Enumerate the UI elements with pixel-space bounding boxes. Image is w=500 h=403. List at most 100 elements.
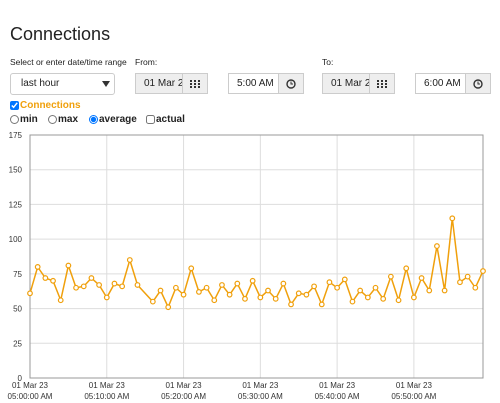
calendar-icon <box>190 79 200 88</box>
series-checkbox[interactable] <box>10 101 19 110</box>
mode-option[interactable]: min <box>10 114 38 125</box>
data-point <box>226 291 233 298</box>
y-tick-label: 125 <box>9 200 23 209</box>
data-point <box>80 283 87 290</box>
from-time[interactable]: 5:00 AM <box>228 73 279 94</box>
from-date[interactable]: 01 Mar 2 <box>135 73 183 94</box>
x-tick-label: 05:30:00 AM <box>238 392 283 401</box>
data-point <box>119 283 126 290</box>
mode-option[interactable]: actual <box>146 114 185 125</box>
mode-input[interactable] <box>10 115 19 124</box>
data-point <box>472 284 479 291</box>
data-point <box>134 282 141 288</box>
to-calendar-button[interactable] <box>369 73 395 94</box>
data-point <box>318 301 325 308</box>
data-point <box>96 282 103 288</box>
data-point <box>434 243 440 249</box>
data-point <box>295 290 302 297</box>
data-point <box>341 276 348 283</box>
data-point <box>219 282 225 288</box>
data-point <box>180 291 187 298</box>
mode-input[interactable] <box>146 115 155 124</box>
data-point <box>188 265 195 272</box>
to-label: To: <box>322 57 334 67</box>
data-point <box>57 297 64 304</box>
data-point <box>257 294 264 301</box>
data-point <box>395 297 402 304</box>
data-point <box>203 284 210 291</box>
y-tick-label: 100 <box>9 235 23 244</box>
data-point <box>172 284 179 291</box>
data-point <box>88 275 95 281</box>
y-tick-label: 50 <box>13 305 22 314</box>
data-point <box>242 295 248 302</box>
data-point <box>50 277 56 284</box>
data-point <box>334 284 341 291</box>
series-toggle-label: Connections <box>20 100 81 111</box>
chart: 0 25 50 75 100 125 150 175 01 Mar 23 05:00:00 AM 0… <box>8 131 486 401</box>
to-time[interactable]: 6:00 AM <box>415 73 466 94</box>
mode-label: min <box>20 114 38 125</box>
data-point <box>265 287 271 294</box>
data-point <box>303 291 310 298</box>
to-date[interactable]: 01 Mar 2 <box>322 73 370 94</box>
series-toggle[interactable]: Connections <box>10 100 81 111</box>
data-point <box>380 295 387 302</box>
data-point <box>426 287 433 294</box>
y-tick-label: 75 <box>13 270 22 279</box>
mode-input[interactable] <box>48 115 57 124</box>
data-point <box>272 295 279 302</box>
y-tick-label: 150 <box>9 166 23 175</box>
data-point <box>349 298 356 305</box>
from-time-value: 5:00 AM <box>237 78 274 89</box>
range-value: last hour <box>21 78 60 89</box>
to-clock-button[interactable] <box>465 73 491 94</box>
data-point <box>234 280 241 287</box>
mode-option[interactable]: max <box>48 114 78 125</box>
data-point <box>464 273 471 280</box>
x-tick-label: 01 Mar 23 <box>166 381 203 390</box>
mode-input[interactable] <box>89 115 98 124</box>
from-label: From: <box>135 57 158 67</box>
mode-option[interactable]: average <box>89 114 137 125</box>
from-clock-button[interactable] <box>278 73 304 94</box>
data-point <box>410 294 417 301</box>
data-point <box>65 262 72 269</box>
data-point <box>73 284 79 291</box>
data-point <box>441 287 448 294</box>
data-point <box>42 275 49 281</box>
range-select[interactable]: last hour <box>10 73 115 95</box>
data-point <box>280 280 287 287</box>
mode-label: average <box>99 114 137 125</box>
data-point <box>103 294 110 301</box>
dropdown-arrow <box>102 81 110 87</box>
x-tick-label: 01 Mar 23 <box>89 381 126 390</box>
data-point <box>311 283 317 290</box>
data-point <box>418 275 425 281</box>
range-label: Select or enter date/time range <box>10 57 127 67</box>
data-point <box>34 264 41 270</box>
y-tick-label: 0 <box>18 374 23 383</box>
y-tick-label: 175 <box>9 131 23 140</box>
calendar-icon <box>377 79 387 88</box>
data-point <box>196 289 202 295</box>
data-point <box>165 304 172 311</box>
data-point <box>27 290 33 297</box>
plot-border <box>29 134 484 379</box>
x-tick-label: 01 Mar 23 <box>319 381 356 390</box>
from-calendar-button[interactable] <box>182 73 208 94</box>
mode-label: actual <box>156 114 185 125</box>
data-point <box>288 301 294 308</box>
y-tick-label: 25 <box>13 339 22 348</box>
to-time-value: 6:00 AM <box>424 78 461 89</box>
data-point <box>211 297 218 304</box>
data-point <box>372 284 379 291</box>
x-tick-label: 01 Mar 23 <box>396 381 433 390</box>
page-title: Connections <box>10 24 111 44</box>
x-tick-label: 05:40:00 AM <box>315 392 360 401</box>
x-tick-label: 05:20:00 AM <box>161 392 206 401</box>
data-point <box>457 279 463 286</box>
clock-icon <box>286 78 296 89</box>
